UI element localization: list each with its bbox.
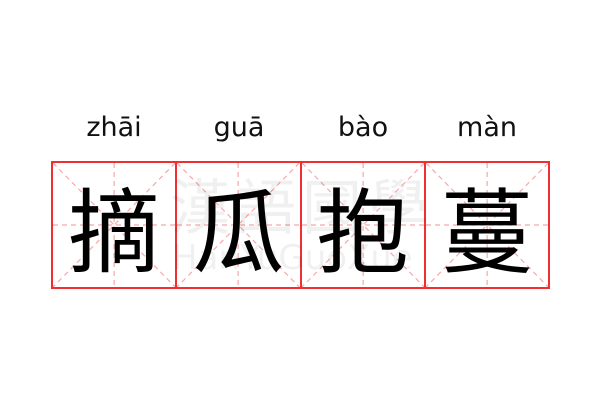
guide-lines <box>177 163 299 287</box>
character: 蔓 <box>440 179 533 287</box>
character-cell: 蔓 <box>426 163 548 287</box>
character: 摘 <box>68 179 161 287</box>
character-cell: 抱 <box>302 163 426 287</box>
character: 瓜 <box>192 179 285 287</box>
pinyin-0: zhāi <box>86 112 142 143</box>
character-grid: 摘 瓜 抱 蔓 <box>51 161 550 289</box>
watermark-chinese: 漢語國學 <box>170 174 434 244</box>
pinyin-2: bào <box>337 112 389 143</box>
guide-lines <box>53 163 175 287</box>
character-cell: 摘 <box>53 163 178 287</box>
guide-line <box>426 163 548 287</box>
guide-line <box>53 163 175 287</box>
watermark-latin: HanYuGuoXue <box>172 238 413 278</box>
guide-lines <box>302 163 424 287</box>
guide-line <box>426 163 548 287</box>
character: 抱 <box>316 179 409 287</box>
guide-line <box>302 163 424 287</box>
pinyin-1: guā <box>213 112 265 143</box>
guide-line <box>177 163 299 287</box>
guide-line <box>302 163 424 287</box>
character-cell: 瓜 <box>177 163 302 287</box>
guide-line <box>53 163 175 287</box>
guide-lines <box>426 163 548 287</box>
pinyin-3: màn <box>457 112 517 143</box>
guide-line <box>177 163 299 287</box>
